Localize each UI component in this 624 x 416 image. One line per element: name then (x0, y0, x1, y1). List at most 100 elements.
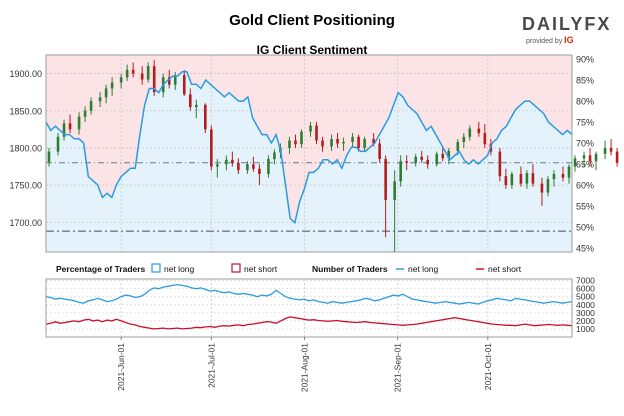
candle-body (210, 129, 213, 167)
price-tick-label: 1900.00 (9, 69, 42, 79)
candle-body (351, 136, 354, 142)
candle-body (68, 123, 72, 130)
candle-body (603, 147, 607, 154)
pct-tick-label: 55% (576, 201, 594, 211)
candle-body (194, 104, 198, 108)
candle-body (405, 161, 408, 163)
candle-body (372, 139, 375, 144)
candle-body (435, 153, 439, 165)
candle-body (237, 162, 240, 171)
candle-body (231, 159, 234, 163)
net-long-area (46, 71, 572, 252)
count-tick-label: 3000 (576, 308, 595, 318)
candle-body (294, 140, 297, 145)
candle-body (330, 139, 333, 147)
candle-body (504, 176, 508, 186)
logo-wordmark: DAILYFX (522, 14, 612, 34)
candle-body (288, 140, 291, 148)
candle-body (173, 75, 177, 85)
candle-body (104, 88, 108, 98)
price-tick-label: 1700.00 (9, 218, 42, 228)
pct-tick-label: 75% (576, 118, 594, 128)
candle-body (83, 110, 87, 117)
candle-body (510, 173, 514, 186)
candle-body (119, 77, 123, 83)
legend-label: net long (408, 264, 439, 274)
candle-body (309, 125, 312, 132)
candle-body (56, 136, 60, 152)
logo-provider: provided by IG (526, 35, 574, 45)
candle-body (525, 173, 529, 184)
candle-body (567, 166, 571, 178)
main-panel-frame (45, 54, 573, 253)
count-tick-label: 7000 (576, 276, 595, 286)
candle-body (594, 153, 598, 162)
candle-body (62, 123, 66, 137)
candle-body (588, 155, 592, 162)
price-tick-label: 1850.00 (9, 106, 42, 116)
chart-title: Gold Client Positioning (229, 12, 395, 29)
candle-body (531, 173, 535, 184)
candle-body (399, 161, 402, 182)
candle-body (47, 151, 51, 163)
candle-body (420, 156, 424, 160)
candle-body (615, 151, 619, 163)
legend-swatch-short (231, 263, 241, 273)
count-tick-label: 5000 (576, 292, 595, 302)
count-tick-label: 6000 (576, 284, 595, 294)
candle-body (609, 147, 613, 152)
candle-body (152, 66, 156, 93)
candle-body (204, 104, 207, 130)
candle-body (140, 73, 144, 80)
candle-body (77, 116, 81, 130)
candle-body (273, 152, 276, 160)
candle-body (393, 181, 396, 200)
candle-body (552, 173, 556, 180)
candle-body (258, 168, 261, 174)
num-legend-title: Number of Traders (312, 264, 388, 274)
candle-body (426, 159, 430, 165)
dailyfx-logo: DAILYFX provided by IG (522, 14, 609, 45)
candle-body (447, 150, 451, 159)
candle-body (456, 141, 460, 151)
x-tick-label: 2021-Jul-01 (206, 343, 216, 388)
x-tick-label: 2021-Aug-01 (299, 343, 309, 392)
net-long-count-line (45, 283, 573, 305)
candle-body (182, 75, 186, 95)
candle-body (384, 159, 387, 200)
candle-body (146, 66, 150, 80)
logo-brand: IG (564, 35, 574, 45)
candle-body (546, 179, 550, 193)
candle-body (582, 155, 586, 159)
candle-body (477, 128, 481, 134)
candle-body (315, 125, 318, 141)
candle-body (131, 69, 135, 74)
candle-body (483, 133, 487, 145)
pct-legend-title: Percentage of Traders (56, 264, 146, 274)
price-tick-label: 1750.00 (9, 181, 42, 191)
pct-tick-label: 80% (576, 97, 594, 107)
pct-tick-label: 45% (576, 243, 594, 253)
legend-label: net short (244, 264, 278, 274)
candle-body (98, 97, 102, 102)
chart-subtitle: IG Client Sentiment (256, 43, 368, 57)
candle-body (336, 139, 339, 144)
candle-body (519, 173, 523, 184)
candle-body (414, 156, 418, 163)
pct-tick-label: 50% (576, 222, 594, 232)
count-tick-label: 2000 (576, 316, 595, 326)
candle-body (363, 139, 366, 148)
net-long-pct-line (45, 71, 573, 225)
candle-body (540, 183, 544, 193)
candle-body (321, 140, 324, 147)
candle-body (216, 164, 219, 167)
legend-label: net long (164, 264, 195, 274)
net-short-count-line (45, 316, 573, 330)
bottom-panel-frame (45, 278, 573, 338)
candle-body (573, 158, 577, 167)
count-tick-label: 4000 (576, 300, 595, 310)
candle-body (246, 164, 249, 171)
candle-body (188, 94, 192, 108)
